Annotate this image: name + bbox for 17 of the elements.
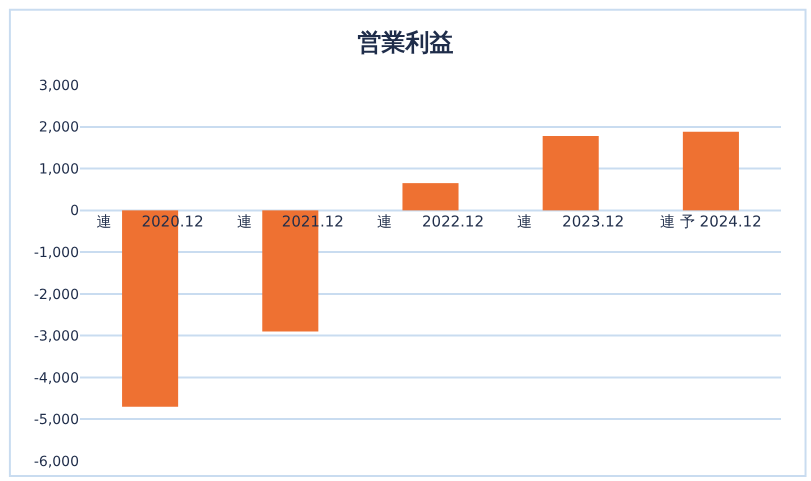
y-tick-label: -1,000 bbox=[34, 245, 79, 262]
y-tick-label: -4,000 bbox=[34, 370, 79, 386]
y-tick-label: -2,000 bbox=[34, 286, 79, 303]
y-tick-label: 2,000 bbox=[38, 120, 79, 136]
y-tick-label: 3,000 bbox=[38, 78, 79, 94]
y-tick-label: -3,000 bbox=[34, 328, 79, 345]
bar bbox=[402, 183, 459, 210]
y-tick-label: 1,000 bbox=[38, 161, 79, 178]
bar bbox=[682, 132, 739, 210]
x-tick-label: 連 2022.12 bbox=[376, 212, 484, 230]
x-tick-label: 連 2023.12 bbox=[517, 212, 624, 230]
x-tick-label: 連 予 2024.12 bbox=[660, 212, 762, 230]
y-tick-label: 0 bbox=[70, 203, 79, 220]
y-tick-label: -6,000 bbox=[34, 454, 79, 470]
y-tick-label: -5,000 bbox=[34, 412, 79, 428]
bar bbox=[542, 136, 599, 210]
chart-title: 営業利益 bbox=[358, 28, 454, 56]
